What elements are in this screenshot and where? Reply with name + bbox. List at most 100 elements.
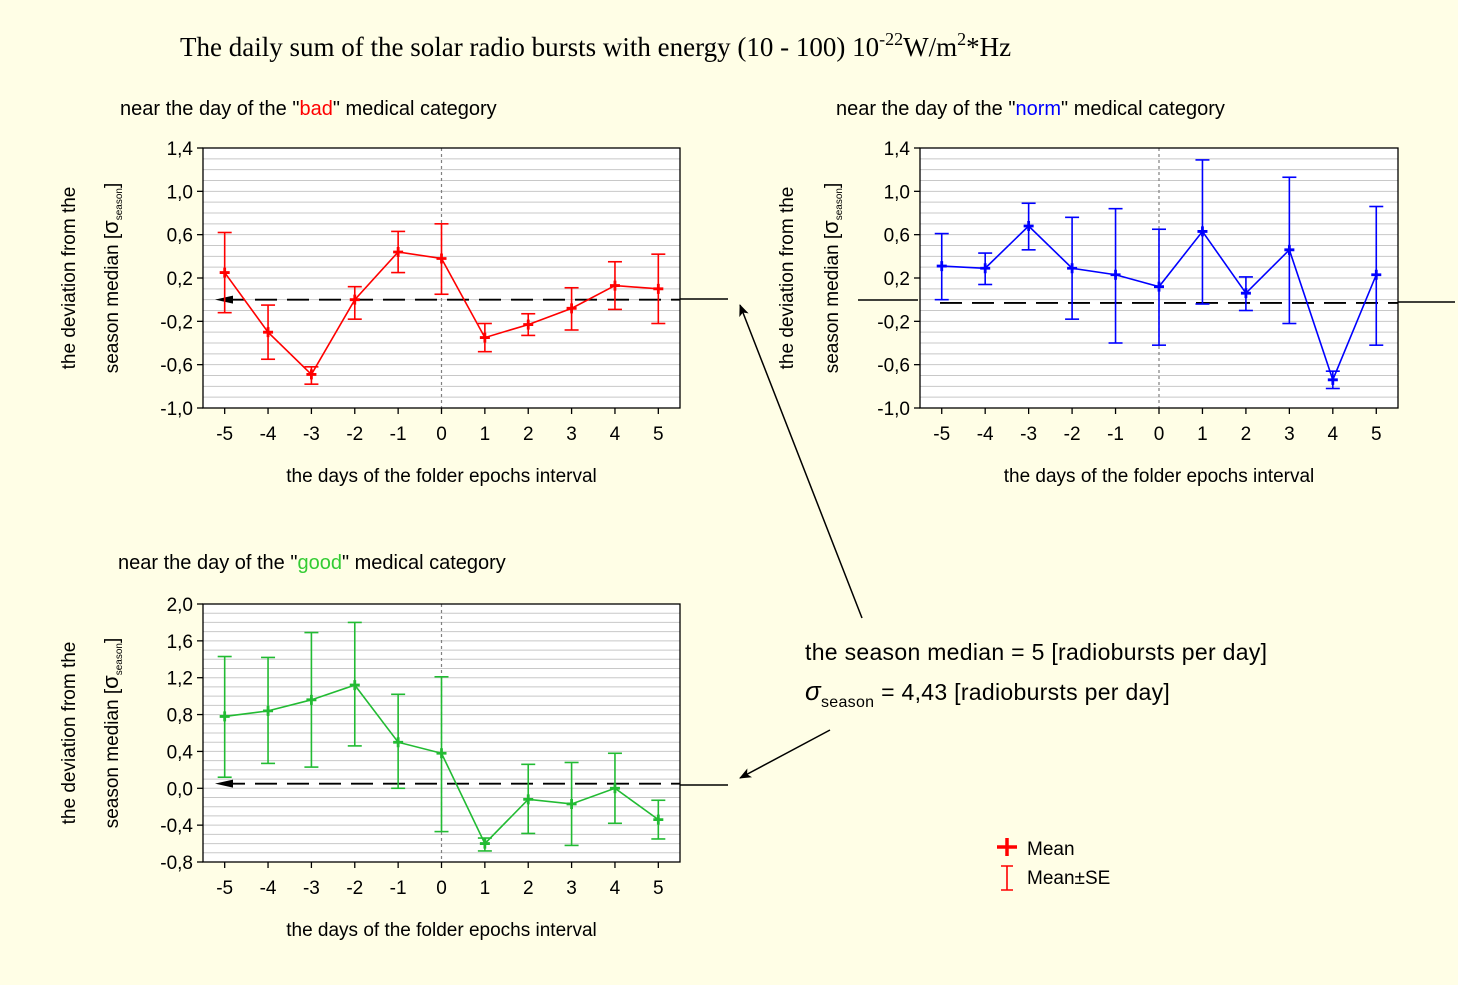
x-tick-label: -2	[1064, 424, 1081, 445]
x-tick-label: -4	[260, 878, 277, 899]
y-axis-label-line1: the deviation from the	[777, 187, 798, 370]
mean-point	[1154, 281, 1164, 292]
mean-point	[609, 280, 620, 291]
subtitle-category: good	[297, 552, 342, 574]
y-axis-label-line2: season median [σseason]	[98, 183, 125, 374]
x-tick-label: -3	[1020, 424, 1037, 445]
chart-subtitle: near the day of the "bad" medical catego…	[120, 98, 497, 120]
y-axis-label-line1: the deviation from the	[59, 642, 80, 825]
main-title: The daily sum of the solar radio bursts …	[180, 29, 1011, 62]
mean-point	[609, 783, 620, 794]
subtitle-category: bad	[299, 98, 332, 120]
x-tick-label: 4	[1328, 424, 1339, 445]
main-title-exponent: -22	[879, 29, 903, 49]
mean-point	[219, 711, 230, 722]
mean-point	[479, 838, 490, 849]
x-tick-label: 2	[1241, 424, 1252, 445]
y-tick-label: -0,2	[877, 312, 910, 333]
x-tick-label: -3	[303, 878, 320, 899]
y-tick-label: 1,0	[167, 182, 193, 203]
mean-point	[436, 748, 447, 759]
mean-point	[263, 705, 274, 716]
subtitle-category: norm	[1015, 98, 1061, 120]
annotation-arrow-up	[739, 304, 863, 619]
mean-point	[436, 253, 447, 264]
x-tick-label: -2	[346, 424, 363, 445]
y-axis-label-line2: season median [σseason]	[818, 183, 845, 374]
y-tick-label: 0,2	[167, 269, 193, 290]
y-axis-label-sigma: σ	[98, 220, 123, 234]
y-axis-label-subscript: season	[114, 188, 125, 220]
y-tick-label: 0,8	[167, 706, 193, 727]
mean-point	[263, 327, 274, 338]
main-title-unit-b: *Hz	[966, 32, 1011, 62]
mean-point	[1067, 263, 1078, 274]
x-tick-label: -1	[390, 424, 407, 445]
x-tick-label: 3	[1284, 424, 1295, 445]
y-axis-label-close: ]	[822, 183, 843, 188]
x-tick-label: -3	[303, 424, 320, 445]
x-axis-label: the days of the folder epochs interval	[286, 920, 597, 941]
x-tick-label: 3	[566, 878, 577, 899]
x-tick-label: 2	[523, 878, 534, 899]
x-tick-label: -2	[346, 878, 363, 899]
chart-norm: -1,0 -0,6 -0,2 0,2 0,6 1,0 1,4 -5 -4 -3 -2 -1 0 1 2 3 4 5…	[777, 98, 1399, 487]
note-median: the season median = 5 [radiobursts per d…	[805, 639, 1267, 665]
y-tick-label: 2,0	[167, 595, 193, 616]
mean-point	[1110, 269, 1121, 280]
chart-good: -0,8 -0,4 0,0 0,4 0,8 1,2 1,6 2,0 -5 -4 -3 -2 -1 0 1 2 3…	[59, 552, 681, 941]
x-tick-label: 0	[436, 878, 447, 899]
y-tick-label: -0,6	[877, 356, 910, 377]
legend: Mean Mean±SE	[997, 838, 1110, 891]
x-axis-label: the days of the folder epochs interval	[1004, 466, 1315, 487]
y-axis-label-close: ]	[102, 638, 123, 643]
mean-point	[566, 303, 577, 314]
y-tick-label: 1,4	[884, 139, 911, 160]
y-axis-label-prefix: season median [	[822, 233, 843, 373]
x-tick-label: 4	[610, 878, 621, 899]
x-tick-label: -1	[390, 878, 407, 899]
x-tick-label: -1	[1107, 424, 1124, 445]
x-tick-label: 3	[566, 424, 577, 445]
x-tick-label: 5	[653, 878, 664, 899]
chart-bad: -1,0 -0,6 -0,2 0,2 0,6 1,0 1,4 -5 -4 -3 -2 -1 0 1 2 3 4 5…	[59, 98, 681, 487]
y-tick-label: 1,4	[167, 139, 194, 160]
x-axis-label: the days of the folder epochs interval	[286, 466, 597, 487]
y-tick-label: -0,8	[160, 853, 193, 874]
mean-point	[936, 261, 947, 272]
x-tick-label: 0	[1154, 424, 1165, 445]
mean-point	[1240, 288, 1251, 299]
x-tick-label: 1	[480, 878, 491, 899]
mean-point	[1284, 244, 1295, 255]
x-tick-label: 5	[653, 424, 664, 445]
subtitle-prefix: near the day of the "	[118, 552, 297, 574]
subtitle-suffix: " medical category	[1061, 98, 1225, 120]
mean-point	[523, 794, 534, 805]
x-tick-label: 5	[1371, 424, 1382, 445]
x-tick-label: 0	[436, 424, 447, 445]
y-tick-label: 0,6	[884, 226, 910, 247]
y-axis-label-prefix: season median [	[102, 688, 123, 828]
annotation-arrow-down	[739, 729, 831, 779]
mean-point	[1023, 221, 1034, 231]
legend-mean-marker	[997, 838, 1017, 856]
mean-point	[653, 283, 664, 294]
main-title-unit-a: W/m	[903, 32, 957, 62]
mean-point	[349, 680, 360, 691]
x-tick-label: 1	[1197, 424, 1208, 445]
y-axis-label-subscript: season	[114, 643, 125, 675]
y-axis-label-prefix: season median [	[102, 233, 123, 373]
y-axis-label-subscript: season	[834, 188, 845, 220]
main-title-prefix: The daily sum of the solar radio bursts …	[180, 32, 879, 62]
x-tick-label: -4	[977, 424, 994, 445]
x-tick-label: -4	[260, 424, 277, 445]
y-tick-label: 1,6	[167, 632, 193, 653]
mean-point	[1327, 374, 1338, 385]
x-tick-label: 1	[480, 424, 491, 445]
x-tick-label: -5	[933, 424, 950, 445]
y-tick-label: 0,4	[167, 742, 194, 763]
mean-point	[653, 814, 664, 825]
mean-point	[980, 263, 991, 274]
note-sigma: σseason = 4,43 [radiobursts per day]	[805, 676, 1170, 711]
chart-subtitle: near the day of the "norm" medical categ…	[836, 98, 1225, 120]
